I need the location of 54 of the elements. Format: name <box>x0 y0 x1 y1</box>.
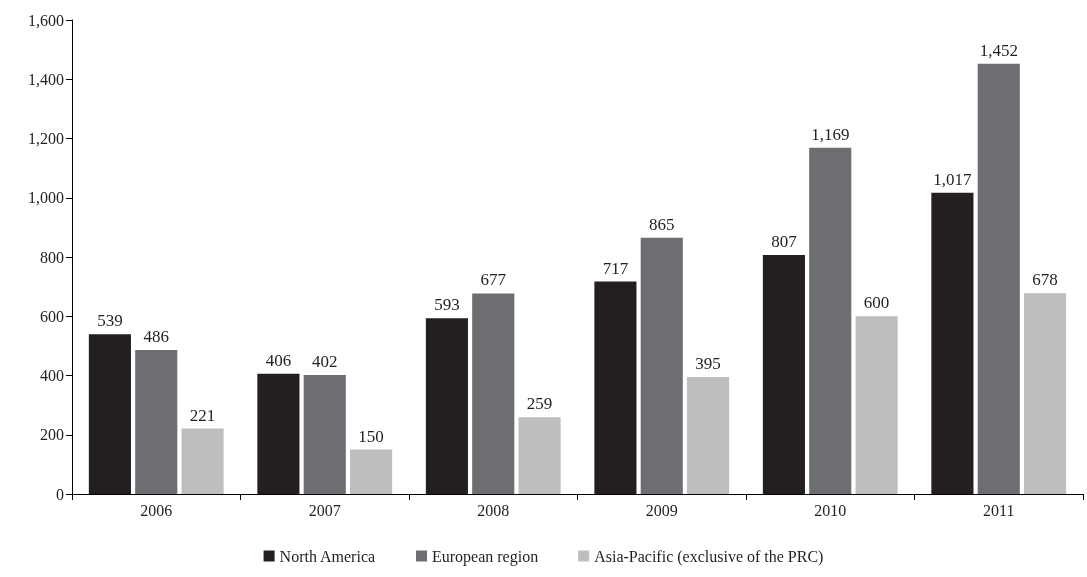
y-tick-label: 1,000 <box>28 189 64 207</box>
bar <box>472 293 515 494</box>
x-tick-label: 2006 <box>140 501 173 519</box>
data-label: 259 <box>526 394 553 414</box>
data-label: 1,452 <box>979 40 1018 60</box>
x-tick-label: 2008 <box>477 501 510 519</box>
data-label: 600 <box>863 293 890 313</box>
x-tick-label: 2010 <box>814 501 847 519</box>
data-label: 406 <box>265 350 292 370</box>
data-label: 807 <box>771 231 798 251</box>
data-label: 221 <box>189 405 216 425</box>
x-tick-label: 2011 <box>983 501 1015 519</box>
y-tick-label: 1,400 <box>28 70 64 88</box>
data-label: 395 <box>695 353 721 373</box>
data-label: 402 <box>312 351 338 371</box>
bar <box>257 373 300 494</box>
bar <box>809 147 852 494</box>
bar <box>303 374 346 494</box>
x-tick-label: 2009 <box>645 501 678 519</box>
bar <box>762 254 805 494</box>
bar <box>88 334 131 494</box>
bar <box>977 63 1020 494</box>
data-label: 486 <box>143 327 169 347</box>
y-tick-label: 400 <box>40 367 64 384</box>
bar <box>518 417 561 494</box>
data-label: 1,169 <box>811 124 850 144</box>
data-label: 677 <box>480 270 507 290</box>
bar <box>640 237 683 494</box>
bar <box>855 316 898 494</box>
bar <box>181 428 224 494</box>
y-tick-label: 200 <box>40 426 64 444</box>
bar <box>931 192 974 494</box>
bar <box>350 449 393 494</box>
bar <box>687 376 730 494</box>
data-label: 717 <box>602 258 629 278</box>
y-tick-label: 1,200 <box>28 130 64 147</box>
data-label: 539 <box>97 311 123 331</box>
data-label: 150 <box>358 426 384 446</box>
legend-label: North America <box>279 547 376 565</box>
data-label: 593 <box>434 295 460 315</box>
y-tick-label: 800 <box>40 248 64 266</box>
bar <box>1024 293 1067 494</box>
x-tick-label: 2007 <box>308 501 341 519</box>
y-tick-label: 0 <box>56 485 64 503</box>
bar <box>425 318 468 494</box>
y-tick-label: 1,600 <box>28 11 64 29</box>
bar <box>594 281 637 494</box>
y-tick-label: 600 <box>40 307 64 325</box>
bar <box>135 350 178 494</box>
legend-label: Asia-Pacific (exclusive of the PRC) <box>594 547 824 566</box>
data-label: 678 <box>1032 270 1058 290</box>
data-label: 865 <box>649 214 675 234</box>
legend-label: European region <box>431 547 539 566</box>
data-label: 1,017 <box>933 169 973 189</box>
